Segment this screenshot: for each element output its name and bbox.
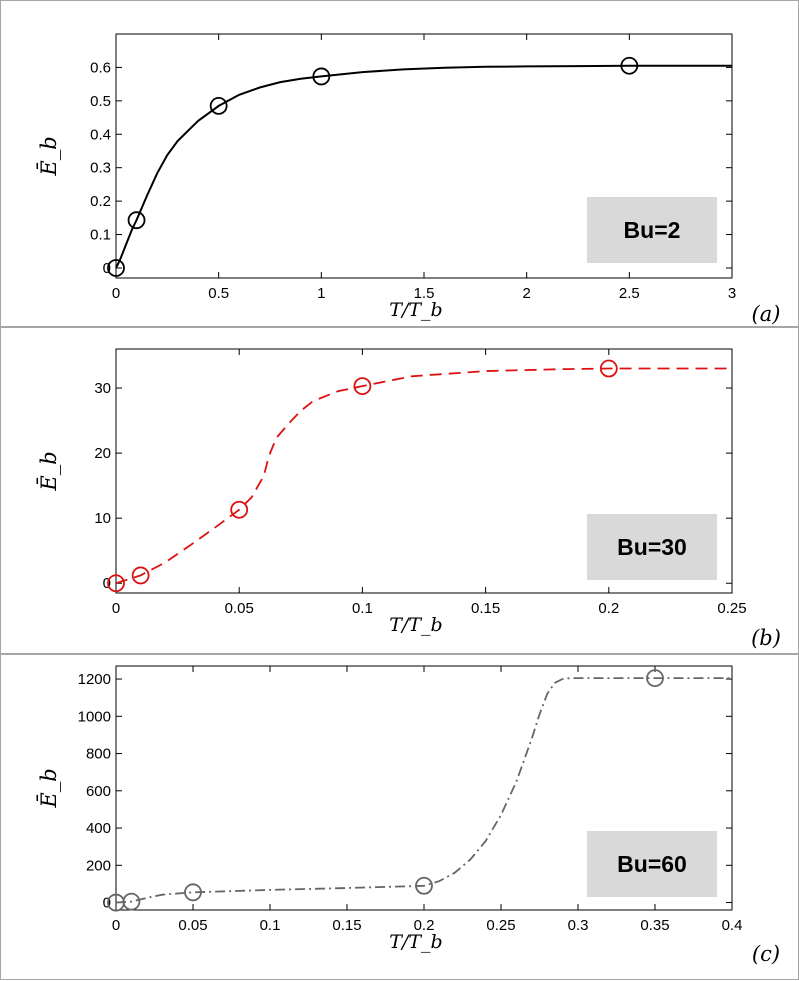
y-tick-label: 0 xyxy=(103,260,111,277)
x-tick-label: 0.05 xyxy=(225,600,254,617)
data-point xyxy=(415,876,433,895)
y-tick-label: 200 xyxy=(86,857,111,874)
data-point xyxy=(127,211,146,230)
y-tick-label: 0.2 xyxy=(90,193,111,210)
y-tick-label: 0 xyxy=(103,895,111,912)
x-axis-label: T/T_b xyxy=(389,614,442,636)
data-point xyxy=(184,883,202,902)
x-axis-label: T/T_b xyxy=(389,299,442,321)
bu-badge xyxy=(587,514,717,580)
x-tick-label: 0 xyxy=(112,285,120,302)
chart-svg: 0 0.05 0.1 0.15 0.2 0.25 0 10 20 30 T/T_b Ē_b (b) Bu=… xyxy=(37,348,781,650)
data-point xyxy=(107,574,125,593)
y-axis-label: Ē_b xyxy=(37,768,61,808)
x-tick-label: 0.25 xyxy=(486,917,515,934)
y-axis-label: Ē_b xyxy=(37,136,61,176)
x-tick-label: 0.4 xyxy=(722,917,743,934)
y-tick-label: 1000 xyxy=(78,708,111,725)
data-point xyxy=(312,67,331,86)
series-line xyxy=(115,64,732,269)
series-line xyxy=(115,367,732,585)
bu-badge-label: Bu=60 xyxy=(617,851,687,877)
x-tick-label: 0.35 xyxy=(640,917,669,934)
data-point xyxy=(230,500,249,519)
x-axis-label: T/T_b xyxy=(389,931,442,953)
y-tick-label: 30 xyxy=(94,380,111,397)
y-tick-label: 10 xyxy=(94,510,111,527)
bu-badge xyxy=(587,197,717,263)
x-tick-label: 0.1 xyxy=(352,600,373,617)
y-tick-label: 0.4 xyxy=(90,126,111,143)
x-tick-label: 0.2 xyxy=(598,600,619,617)
y-tick-label: 600 xyxy=(86,783,111,800)
x-tick-label: 0.1 xyxy=(260,917,281,934)
x-tick-label: 0.5 xyxy=(208,285,229,302)
data-point xyxy=(122,892,141,911)
x-tick-label: 0 xyxy=(112,917,120,934)
y-tick-label: 20 xyxy=(94,445,111,462)
x-tick-label: 0.15 xyxy=(332,917,361,934)
bu-badge xyxy=(587,831,717,897)
x-tick-label: 0.05 xyxy=(178,917,207,934)
y-tick-label: 0.5 xyxy=(90,93,111,110)
x-tick-label: 1 xyxy=(317,285,325,302)
x-tick-label: 0 xyxy=(112,600,120,617)
chart-svg: 0 0.05 0.1 0.15 0.2 0.25 0.3 0.35 0.4 0 200 400 600 8… xyxy=(37,665,780,966)
axes-box xyxy=(115,348,733,594)
data-point xyxy=(620,56,639,75)
series-line xyxy=(115,677,732,904)
y-tick-label: 0 xyxy=(103,575,111,592)
bu-badge-label: Bu=30 xyxy=(617,534,687,560)
data-point xyxy=(131,566,150,585)
chart-svg: 0 0.5 1 1.5 2 2.5 3 0 0.1 0.2 0.3 0.4 0.5 0.6 T/T_b Ē_b… xyxy=(37,33,781,326)
y-tick-label: 0.1 xyxy=(90,227,111,244)
bu-badge-label: Bu=2 xyxy=(624,217,681,243)
y-tick-label: 800 xyxy=(86,746,111,763)
y-tick-label: 1200 xyxy=(78,671,111,688)
x-tick-label: 0.25 xyxy=(717,600,746,617)
panel-c: 0 0.05 0.1 0.15 0.2 0.25 0.3 0.35 0.4 0 200 400 600 8… xyxy=(0,654,799,980)
x-tick-label: 2 xyxy=(522,285,530,302)
panel-label: (b) xyxy=(751,626,781,650)
data-point xyxy=(599,359,618,378)
panel-label: (a) xyxy=(752,302,781,326)
y-tick-label: 0.6 xyxy=(90,59,111,76)
x-tick-label: 0.2 xyxy=(414,917,435,934)
panel-label: (c) xyxy=(752,942,780,966)
data-point xyxy=(646,669,664,688)
y-tick-label: 400 xyxy=(86,820,111,837)
x-tick-label: 0.15 xyxy=(471,600,500,617)
x-tick-label: 2.5 xyxy=(619,285,640,302)
data-point xyxy=(353,377,372,395)
data-point xyxy=(107,259,125,277)
data-point xyxy=(209,96,228,115)
y-tick-label: 0.3 xyxy=(90,160,111,177)
y-axis-label: Ē_b xyxy=(37,451,61,491)
x-tick-label: 1.5 xyxy=(414,285,435,302)
panel-b: 0 0.05 0.1 0.15 0.2 0.25 0 10 20 30 T/T_b Ē_b (b) Bu=… xyxy=(0,327,799,654)
x-tick-label: 3 xyxy=(728,285,736,302)
x-tick-label: 0.3 xyxy=(568,917,589,934)
panel-a: 0 0.5 1 1.5 2 2.5 3 0 0.1 0.2 0.3 0.4 0.5 0.6 T/T_b Ē_b… xyxy=(0,0,799,327)
